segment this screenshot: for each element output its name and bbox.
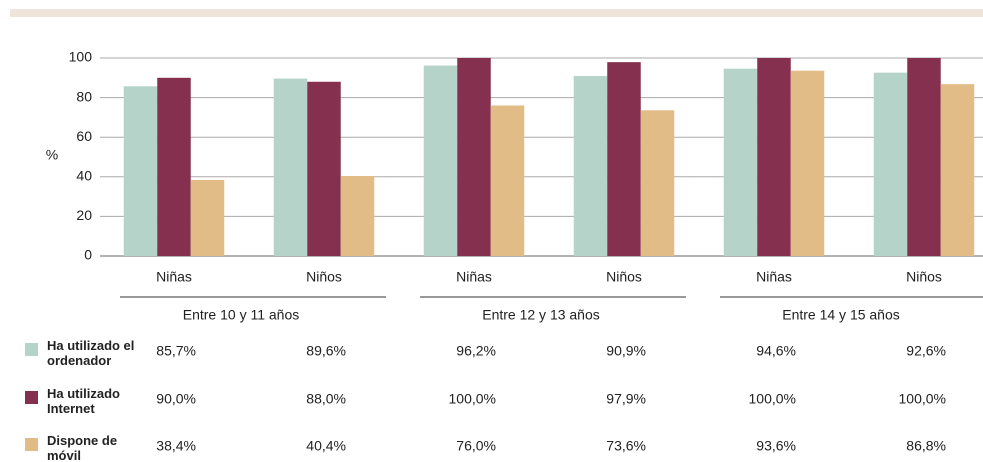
bar: [940, 84, 975, 256]
bar: [307, 81, 341, 256]
bar: [340, 176, 375, 256]
value-label: 100,0%: [449, 391, 496, 407]
value-label: 90,9%: [606, 343, 646, 359]
bar: [757, 58, 791, 256]
bar: [723, 68, 758, 256]
value-label: 93,6%: [756, 438, 796, 454]
x-tick-label: Niñas: [756, 269, 792, 285]
group-label: Entre 12 y 13 años: [482, 307, 600, 323]
value-label: 92,6%: [906, 343, 946, 359]
value-label: 100,0%: [899, 391, 946, 407]
top-band: [10, 9, 983, 17]
y-tick-label: 100: [69, 49, 93, 65]
bar: [873, 72, 908, 256]
x-tick-label: Niñas: [156, 269, 192, 285]
bar: [790, 70, 825, 256]
bar: [423, 65, 458, 256]
value-label: 89,6%: [306, 343, 346, 359]
group-label: Entre 14 y 15 años: [782, 307, 900, 323]
bar: [607, 62, 641, 256]
bar: [573, 76, 608, 256]
legend-swatch: [25, 438, 38, 451]
value-label: 40,4%: [306, 438, 346, 454]
value-label: 96,2%: [456, 343, 496, 359]
bar: [457, 58, 491, 256]
bar: [157, 77, 191, 256]
value-label: 85,7%: [156, 343, 196, 359]
legend-label: Dispone de móvil: [47, 433, 118, 462]
bar: [907, 58, 941, 256]
y-tick-label: 0: [84, 247, 92, 263]
bar: [640, 110, 675, 256]
value-label: 76,0%: [456, 438, 496, 454]
y-tick-label: 80: [76, 88, 92, 104]
x-tick-label: Niños: [606, 269, 642, 285]
value-label: 73,6%: [606, 438, 646, 454]
bar: [490, 105, 525, 257]
bar: [123, 86, 158, 257]
value-label: 94,6%: [756, 343, 796, 359]
value-label: 38,4%: [156, 438, 196, 454]
value-label: 86,8%: [906, 438, 946, 454]
value-label: 100,0%: [749, 391, 796, 407]
x-tick-label: Niños: [906, 269, 942, 285]
bar: [273, 78, 308, 256]
group-label: Entre 10 y 11 años: [183, 307, 299, 323]
bar: [190, 179, 225, 256]
y-axis-label: %: [46, 147, 58, 163]
x-tick-label: Niñas: [456, 269, 492, 285]
legend-swatch: [25, 343, 38, 356]
legend-label: Ha utilizado el ordenador: [47, 338, 135, 368]
legend-swatch: [25, 391, 38, 404]
y-tick-label: 20: [76, 207, 92, 223]
y-tick-label: 40: [76, 168, 92, 184]
value-label: 88,0%: [306, 391, 346, 407]
x-tick-label: Niños: [306, 269, 342, 285]
legend-label: Ha utilizado Internet: [47, 386, 120, 416]
value-label: 90,0%: [156, 391, 196, 407]
value-label: 97,9%: [606, 391, 646, 407]
y-tick-label: 60: [76, 128, 92, 144]
